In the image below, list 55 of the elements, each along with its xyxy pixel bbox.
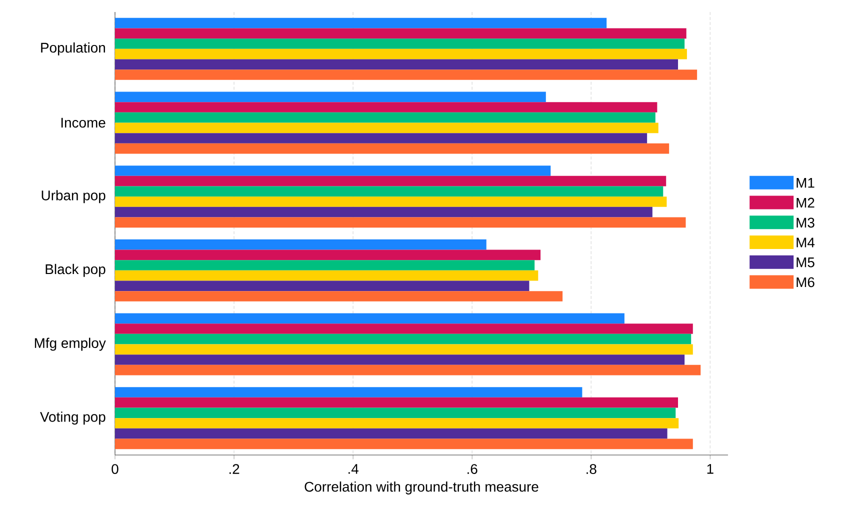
x-axis-title: Correlation with ground-truth measure bbox=[304, 481, 538, 494]
bar bbox=[115, 133, 648, 144]
x-tick-label: .6 bbox=[468, 464, 478, 474]
bar bbox=[115, 18, 607, 28]
y-tick-label: Population bbox=[41, 42, 105, 56]
legend-label: M5 bbox=[796, 258, 814, 268]
bar bbox=[115, 354, 685, 365]
x-tick-label: 0 bbox=[112, 464, 118, 474]
bar bbox=[115, 102, 658, 112]
bar bbox=[115, 291, 563, 302]
bar bbox=[115, 428, 668, 439]
bar bbox=[115, 206, 652, 218]
bar bbox=[115, 387, 582, 398]
bar bbox=[115, 48, 687, 60]
bar bbox=[115, 250, 541, 260]
bar bbox=[115, 408, 676, 418]
y-tick-label: Income bbox=[61, 118, 106, 128]
bar bbox=[115, 28, 686, 39]
bar bbox=[115, 186, 664, 197]
bar bbox=[115, 397, 678, 408]
bar bbox=[115, 196, 667, 207]
y-tick-label: Voting pop bbox=[40, 412, 106, 425]
bar bbox=[115, 92, 546, 102]
x-tick-label: .4 bbox=[348, 464, 358, 474]
x-tick-label: .8 bbox=[586, 464, 596, 474]
legend-label: M2 bbox=[796, 198, 814, 208]
bar bbox=[115, 313, 624, 324]
legend-label: M1 bbox=[796, 178, 814, 188]
bar bbox=[115, 239, 486, 250]
bar bbox=[115, 112, 656, 123]
bar bbox=[115, 334, 692, 344]
legend-label: M4 bbox=[796, 238, 815, 248]
legend-label: M6 bbox=[796, 277, 814, 288]
bar bbox=[115, 260, 535, 270]
bar bbox=[115, 143, 670, 154]
bar bbox=[115, 217, 686, 228]
x-tick-label: .2 bbox=[229, 464, 240, 474]
bar bbox=[115, 438, 693, 450]
bar bbox=[115, 324, 693, 334]
y-tick-label: Mfg employ bbox=[34, 338, 106, 351]
y-tick-label: Urban pop bbox=[42, 190, 106, 204]
bar bbox=[115, 70, 698, 80]
bar bbox=[115, 280, 530, 292]
bar bbox=[115, 59, 678, 70]
bar bbox=[115, 418, 679, 428]
bar bbox=[115, 176, 666, 186]
bar bbox=[115, 166, 551, 176]
bar bbox=[115, 38, 685, 49]
x-tick-label: 1 bbox=[707, 464, 714, 474]
bar bbox=[115, 270, 538, 281]
y-tick-label: Black pop bbox=[46, 264, 106, 277]
bar bbox=[115, 344, 693, 355]
bar bbox=[115, 364, 701, 376]
legend-label: M3 bbox=[796, 218, 814, 228]
bar bbox=[115, 122, 658, 134]
